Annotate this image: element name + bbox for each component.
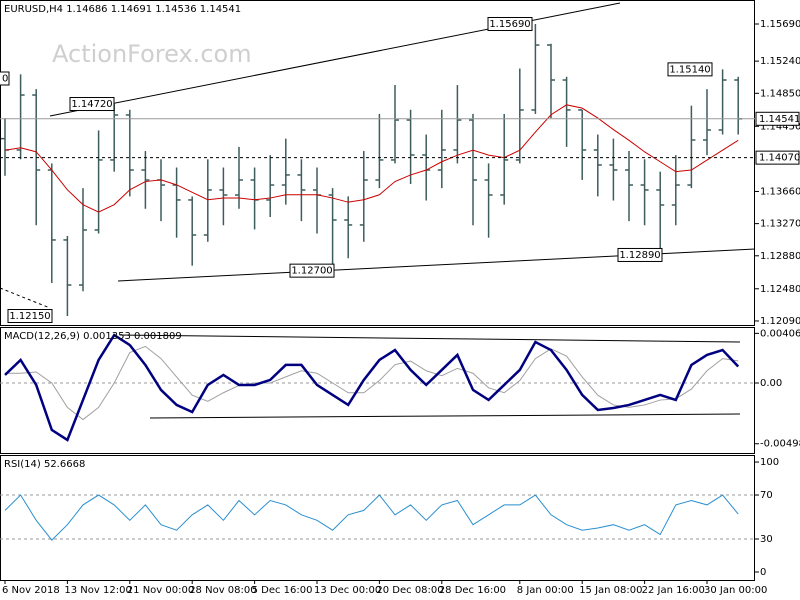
- price-callout: 1.12150: [9, 311, 50, 322]
- y-tick-label: 1.14850: [760, 88, 800, 99]
- x-tick-label: 5 Dec 16:00: [252, 585, 313, 596]
- price-callout: 1.14720: [71, 99, 112, 110]
- price-callout-box: [487, 17, 533, 32]
- x-tick-label: 28 Dec 16:00: [439, 585, 506, 596]
- x-tick-label: 21 Nov 00:00: [127, 585, 194, 596]
- watermark: ActionForex.com: [52, 40, 252, 68]
- price-callout: 1.15140: [669, 64, 710, 75]
- x-tick-label: 13 Nov 12:00: [64, 585, 131, 596]
- price-callout-box: [7, 309, 53, 324]
- x-tick-label: 20 Dec 08:00: [376, 585, 443, 596]
- y-tick-label: 1.13270: [760, 219, 800, 230]
- price-callout-box: [69, 97, 115, 112]
- y-tick-label: 0.004069: [760, 328, 800, 339]
- series-line: [5, 345, 739, 421]
- moving-average: [4, 104, 739, 213]
- trend-line: [119, 334, 741, 343]
- level-box: [755, 150, 800, 165]
- y-tick-label: 1.12880: [760, 251, 800, 262]
- x-tick-label: 6 Nov 2018: [2, 585, 60, 596]
- marks: 1.15690 1.15240 1.14850 1.14450 1.13660 1.132…: [0, 17, 800, 596]
- level-label: 1.14070: [759, 153, 800, 164]
- series-line: [4, 494, 739, 541]
- y-tick-label: 30: [760, 534, 773, 545]
- y-tick-label: 1.15690: [760, 19, 800, 30]
- x-tick-label: 8 Jan 00:00: [517, 585, 574, 596]
- y-tick-label: 1.12480: [760, 284, 800, 295]
- x-tick-label: 30 Jan 00:00: [704, 585, 767, 596]
- price-callout: 1.12890: [619, 250, 660, 261]
- price-callout-box: [289, 263, 335, 278]
- y-tick-label: -0.004981: [760, 439, 800, 450]
- x-tick-label: 22 Jan 16:00: [642, 585, 705, 596]
- macd-pane: [0, 327, 755, 454]
- y-tick-label: 0.00: [760, 378, 782, 389]
- y-tick-label: 1.12090: [760, 316, 800, 327]
- x-tick-label: 13 Dec 00:00: [314, 585, 381, 596]
- price-title: EURUSD,H4 1.14686 1.14691 1.14536 1.1454…: [4, 4, 241, 15]
- edge-label: 0: [2, 74, 8, 85]
- x-tick-label: 15 Jan 08:00: [579, 585, 642, 596]
- macd-title: MACD(12,26,9) 0.001353 0.001809: [4, 331, 182, 342]
- y-tick-label: 0: [760, 567, 766, 578]
- rsi-title: RSI(14) 52.6668: [4, 459, 85, 470]
- price-callout: 1.15690: [489, 19, 530, 30]
- price-callout: 1.12700: [291, 266, 332, 277]
- y-tick-label: 1.15240: [760, 56, 800, 67]
- y-tick-label: 100: [760, 457, 779, 468]
- series-line: [4, 333, 740, 442]
- x-tick-label: 28 Nov 08:00: [189, 585, 256, 596]
- y-tick-label: 1.14450: [760, 121, 800, 132]
- price-callout-box: [617, 247, 663, 262]
- rsi-pane: [0, 455, 755, 581]
- price-callout-box: [667, 62, 713, 77]
- trend-line: [0, 287, 51, 309]
- trend-line: [149, 413, 741, 419]
- last-price-box: [755, 111, 800, 126]
- y-tick-label: 70: [760, 490, 773, 501]
- last-price-label: 1.14541: [759, 114, 800, 125]
- edge-box: [0, 71, 10, 86]
- y-tick-label: 1.13660: [760, 186, 800, 197]
